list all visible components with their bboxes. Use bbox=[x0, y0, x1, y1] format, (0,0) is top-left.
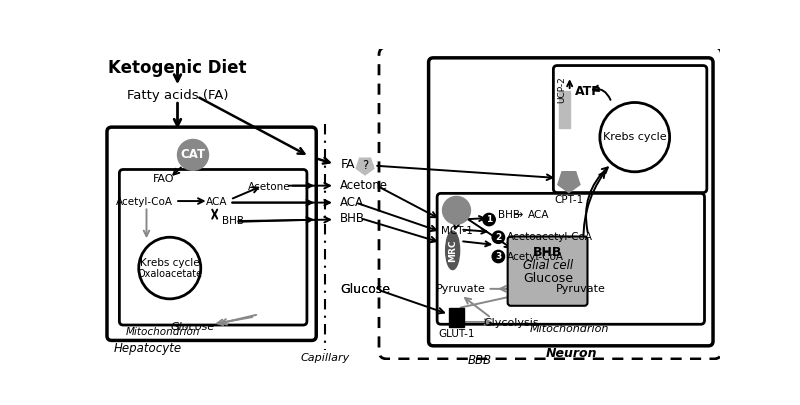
Text: Glucose: Glucose bbox=[171, 322, 215, 332]
Text: ACA: ACA bbox=[206, 197, 227, 207]
Ellipse shape bbox=[446, 231, 459, 270]
FancyBboxPatch shape bbox=[437, 193, 705, 324]
FancyBboxPatch shape bbox=[379, 47, 722, 359]
Text: ATP: ATP bbox=[575, 85, 602, 98]
Text: Glial cell: Glial cell bbox=[523, 259, 573, 272]
Text: Glycolysis: Glycolysis bbox=[483, 318, 538, 328]
Text: BHB: BHB bbox=[340, 211, 366, 224]
Bar bbox=[558, 91, 570, 128]
Text: 3: 3 bbox=[495, 252, 502, 261]
Text: BBB: BBB bbox=[468, 354, 492, 367]
Text: Glucose: Glucose bbox=[340, 283, 390, 296]
Text: Hepatocyte: Hepatocyte bbox=[114, 342, 182, 355]
Text: Glucose: Glucose bbox=[340, 283, 390, 296]
Text: Fatty acids (FA): Fatty acids (FA) bbox=[126, 90, 228, 102]
Text: Krebs cycle: Krebs cycle bbox=[603, 132, 666, 142]
Text: FAO: FAO bbox=[153, 174, 174, 184]
Text: Acetoacetyl-CoA: Acetoacetyl-CoA bbox=[507, 232, 593, 242]
Text: Mitochondrion: Mitochondrion bbox=[126, 326, 200, 337]
FancyBboxPatch shape bbox=[107, 127, 316, 341]
Text: Krebs cycle: Krebs cycle bbox=[140, 258, 199, 268]
Text: →: → bbox=[514, 210, 523, 220]
Text: ?: ? bbox=[362, 159, 368, 172]
Text: FA: FA bbox=[340, 158, 354, 171]
Text: Acetone: Acetone bbox=[248, 182, 290, 192]
Text: 2: 2 bbox=[495, 233, 502, 242]
Text: Acetyl-CoA: Acetyl-CoA bbox=[116, 197, 173, 207]
Text: CAT: CAT bbox=[181, 148, 206, 161]
Text: ACA: ACA bbox=[528, 210, 550, 220]
Text: 1: 1 bbox=[486, 215, 492, 224]
Circle shape bbox=[483, 213, 495, 226]
Text: Mitochondrion: Mitochondrion bbox=[530, 324, 610, 334]
Text: MCT-1: MCT-1 bbox=[441, 226, 473, 236]
Text: GLUT-1: GLUT-1 bbox=[438, 329, 474, 339]
Text: BHB: BHB bbox=[222, 216, 245, 226]
FancyBboxPatch shape bbox=[119, 169, 307, 325]
Text: Oxaloacetate: Oxaloacetate bbox=[137, 269, 202, 279]
FancyBboxPatch shape bbox=[554, 66, 707, 193]
FancyBboxPatch shape bbox=[508, 237, 587, 306]
Text: Pyruvate: Pyruvate bbox=[436, 284, 486, 294]
Text: BHB: BHB bbox=[534, 246, 562, 259]
Text: Neuron: Neuron bbox=[546, 347, 597, 360]
Text: Acetone: Acetone bbox=[340, 179, 388, 192]
FancyBboxPatch shape bbox=[429, 58, 713, 346]
Circle shape bbox=[442, 196, 470, 224]
Text: Ketogenic Diet: Ketogenic Diet bbox=[108, 60, 246, 77]
Circle shape bbox=[492, 250, 505, 263]
Text: UCP-2: UCP-2 bbox=[557, 76, 566, 103]
Text: ACA: ACA bbox=[340, 196, 364, 209]
Text: Glucose: Glucose bbox=[523, 272, 573, 286]
Text: MRC: MRC bbox=[448, 239, 457, 262]
Text: CPT-1: CPT-1 bbox=[554, 195, 583, 205]
Bar bbox=[449, 308, 464, 326]
Circle shape bbox=[178, 139, 209, 170]
Text: Pyruvate: Pyruvate bbox=[555, 284, 606, 294]
Text: Acetyl-CoA: Acetyl-CoA bbox=[507, 252, 564, 262]
Text: BHB: BHB bbox=[498, 210, 520, 220]
Circle shape bbox=[492, 231, 505, 243]
Text: Capillary: Capillary bbox=[300, 353, 350, 363]
